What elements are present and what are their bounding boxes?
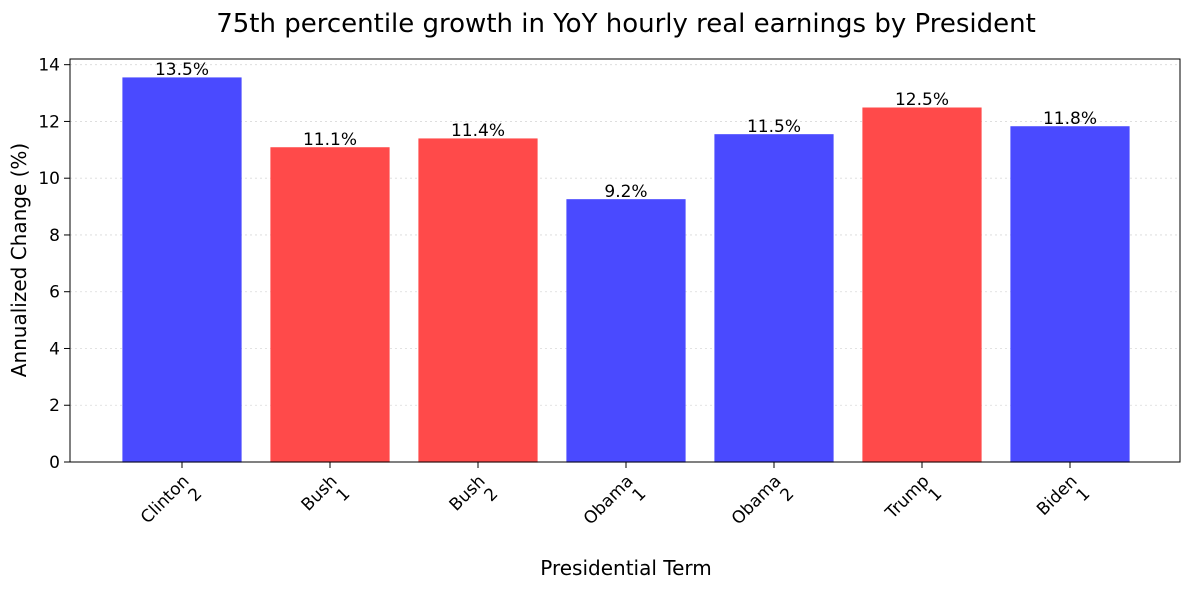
x-tick-label: Biden1 (1033, 471, 1094, 532)
y-axis-label: Annualized Change (%) (7, 143, 31, 377)
x-tick-label: Bush2 (446, 471, 503, 528)
x-tick-label: Bush1 (298, 471, 355, 528)
y-axis-ticks: 0 2 4 6 8 10 12 14 (38, 56, 70, 473)
y-tick-label: 8 (49, 226, 60, 246)
x-tick-label: Trump1 (881, 471, 946, 536)
y-tick-label: 6 (49, 283, 60, 303)
y-tick-label: 12 (38, 112, 60, 132)
bar-biden-1 (1010, 126, 1130, 463)
y-tick-label: 14 (38, 56, 60, 76)
chart-title: 75th percentile growth in YoY hourly rea… (216, 9, 1036, 39)
bar-value-label: 11.1% (303, 130, 357, 150)
bar-trump-1 (862, 107, 982, 463)
y-tick-label: 4 (49, 339, 60, 359)
y-tick-label: 2 (49, 396, 60, 416)
x-axis-label: Presidential Term (540, 556, 712, 580)
x-tick-label: Clinton2 (137, 471, 206, 540)
x-tick-label: Obama1 (580, 471, 650, 541)
bar-bush-1 (270, 147, 390, 463)
bar-value-label: 12.5% (895, 90, 949, 110)
bar-value-label: 13.5% (155, 60, 209, 80)
x-tick-label: Obama2 (728, 471, 798, 541)
y-tick-label: 10 (38, 169, 60, 189)
plot-frame (69, 58, 1181, 463)
bar-value-label: 11.4% (451, 121, 505, 141)
bar-clinton-2 (122, 77, 242, 463)
bar-value-label: 11.8% (1043, 109, 1097, 129)
bar-obama-1 (566, 199, 686, 463)
bar-value-label: 9.2% (604, 182, 647, 202)
x-axis-ticks: Clinton2 Bush1 Bush2 Obama1 Obama2 Trump1 Bide… (137, 462, 1094, 541)
bar-obama-2 (714, 134, 834, 463)
bar-value-labels: 13.5% 11.1% 11.4% 9.2% 11.5% 12.5% 11.8% (155, 60, 1097, 202)
bar-value-label: 11.5% (747, 117, 801, 137)
bar-bush-2 (418, 138, 538, 463)
bars (122, 77, 1130, 463)
y-tick-label: 0 (49, 453, 60, 473)
